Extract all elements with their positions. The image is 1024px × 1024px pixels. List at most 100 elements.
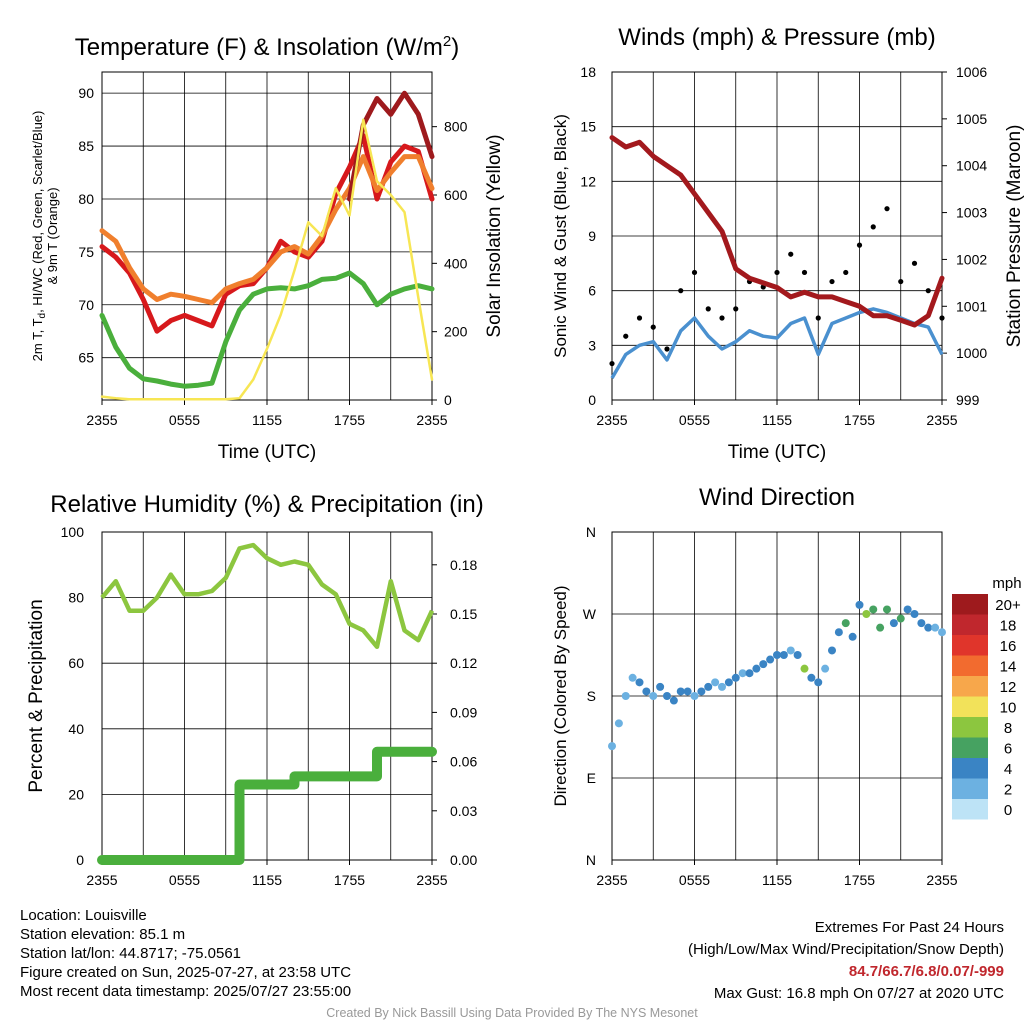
- x-tick-label: 1155: [762, 872, 792, 888]
- direction-point: [724, 678, 733, 687]
- legend-label: 16: [1000, 638, 1017, 655]
- gust-point: [636, 315, 643, 321]
- gust-point: [691, 269, 698, 276]
- direction-point: [628, 673, 637, 682]
- legend-swatch: [952, 778, 988, 799]
- x-tick-label: 2355: [86, 872, 117, 888]
- legend-label: 20+: [995, 597, 1021, 614]
- x-tick-label: 0555: [679, 412, 710, 428]
- x-tick-label: 1755: [334, 872, 365, 888]
- extremes-panel: Extremes For Past 24 Hours (High/Low/Max…: [688, 917, 1004, 1005]
- y2-tick-label: 1002: [956, 251, 987, 267]
- direction-point: [848, 632, 857, 641]
- x-tick-label: 1155: [762, 412, 792, 428]
- credit-line: Created By Nick Bassill Using Data Provi…: [326, 1006, 698, 1020]
- direction-point: [642, 687, 651, 696]
- direction-point: [786, 646, 795, 655]
- x-tick-label: 2355: [926, 412, 957, 428]
- direction-point: [690, 692, 699, 700]
- gust-point: [925, 288, 931, 294]
- direction-point: [896, 614, 905, 623]
- direction-point: [759, 660, 768, 669]
- gust-point: [678, 288, 684, 294]
- direction-point: [697, 687, 706, 696]
- series-line-station-pressure: [609, 135, 945, 328]
- direction-point: [917, 619, 926, 628]
- direction-point: [766, 655, 775, 664]
- max-gust: Max Gust: 16.8 mph On 07/27 at 2020 UTC: [713, 985, 1004, 1002]
- gust-point: [733, 306, 739, 312]
- chart-title: Temperature (F) & Insolation (W/m2): [75, 33, 459, 61]
- y2-tick-label: 1000: [956, 345, 987, 361]
- y-tick-label: N: [586, 852, 596, 868]
- y2-tick-label: 200: [444, 324, 468, 340]
- y-tick-label: 9: [588, 228, 596, 244]
- series-line-insolation: [100, 118, 434, 401]
- x-tick-label: 2355: [596, 872, 627, 888]
- gust-point: [898, 278, 904, 285]
- direction-point: [883, 605, 891, 614]
- gust-point: [623, 333, 629, 339]
- y-tick-label: E: [587, 770, 596, 786]
- direction-point: [828, 646, 836, 655]
- gust-point: [774, 269, 780, 276]
- y-axis-label: Percent & Precipitation: [26, 599, 47, 792]
- direction-point: [676, 687, 685, 696]
- gust-point: [815, 315, 821, 321]
- x-tick-label: 2355: [416, 412, 447, 428]
- legend-label: 12: [1000, 679, 1017, 696]
- direction-point: [731, 673, 740, 682]
- y2-tick-label: 0.03: [450, 803, 477, 819]
- direction-point: [608, 742, 616, 751]
- x-tick-label: 2355: [86, 412, 117, 428]
- direction-point: [621, 692, 630, 700]
- direction-point: [807, 673, 816, 682]
- series-line-relative-humidity: [100, 542, 435, 650]
- direction-point: [718, 682, 726, 691]
- legend-swatch: [952, 676, 988, 697]
- y2-tick-label: 0.06: [450, 754, 477, 770]
- y2-tick-label: 800: [444, 119, 468, 135]
- direction-point: [752, 664, 761, 673]
- y-tick-label: 70: [78, 297, 94, 313]
- direction-point: [869, 605, 878, 614]
- gust-point: [939, 315, 945, 321]
- direction-point: [635, 678, 644, 687]
- extremes-subtitle: (High/Low/Max Wind/Precipitation/Snow De…: [688, 941, 1004, 958]
- x-tick-label: 1755: [844, 872, 875, 888]
- gust-point: [843, 269, 849, 276]
- x-tick-label: 2355: [416, 872, 447, 888]
- direction-point: [924, 623, 933, 632]
- direction-point: [931, 623, 940, 632]
- y-tick-label: 90: [78, 85, 94, 101]
- y-tick-label: 65: [78, 350, 94, 366]
- y-tick-label: 3: [588, 337, 596, 353]
- legend-swatch: [952, 614, 988, 635]
- y-tick-label: 20: [68, 786, 84, 802]
- gust-point: [650, 324, 656, 330]
- direction-point: [800, 664, 809, 673]
- direction-point: [821, 664, 830, 673]
- direction-point: [649, 692, 658, 700]
- legend-label: 4: [1004, 761, 1012, 778]
- chart-title: Winds (mph) & Pressure (mb): [618, 24, 935, 51]
- station-latlon: Station lat/lon: 44.8717; -75.0561: [20, 945, 242, 962]
- gust-point: [801, 269, 808, 276]
- gust-point: [788, 251, 794, 257]
- series-line-sonic-wind: [610, 307, 944, 379]
- legend-swatch: [952, 696, 988, 717]
- legend-swatch: [952, 737, 988, 758]
- y-tick-label: S: [587, 688, 596, 704]
- y2-tick-label: 1003: [956, 205, 987, 221]
- x-tick-label: 1755: [844, 412, 875, 428]
- x-tick-label: 2355: [926, 872, 957, 888]
- x-tick-label: 1155: [252, 872, 282, 888]
- direction-point: [834, 628, 843, 637]
- legend-label: 18: [1000, 618, 1017, 635]
- x-axis-label: Time (UTC): [728, 442, 827, 463]
- y-tick-label: 80: [78, 191, 94, 207]
- direction-point: [903, 605, 912, 614]
- direction-point: [614, 719, 623, 728]
- direction-point: [938, 628, 946, 637]
